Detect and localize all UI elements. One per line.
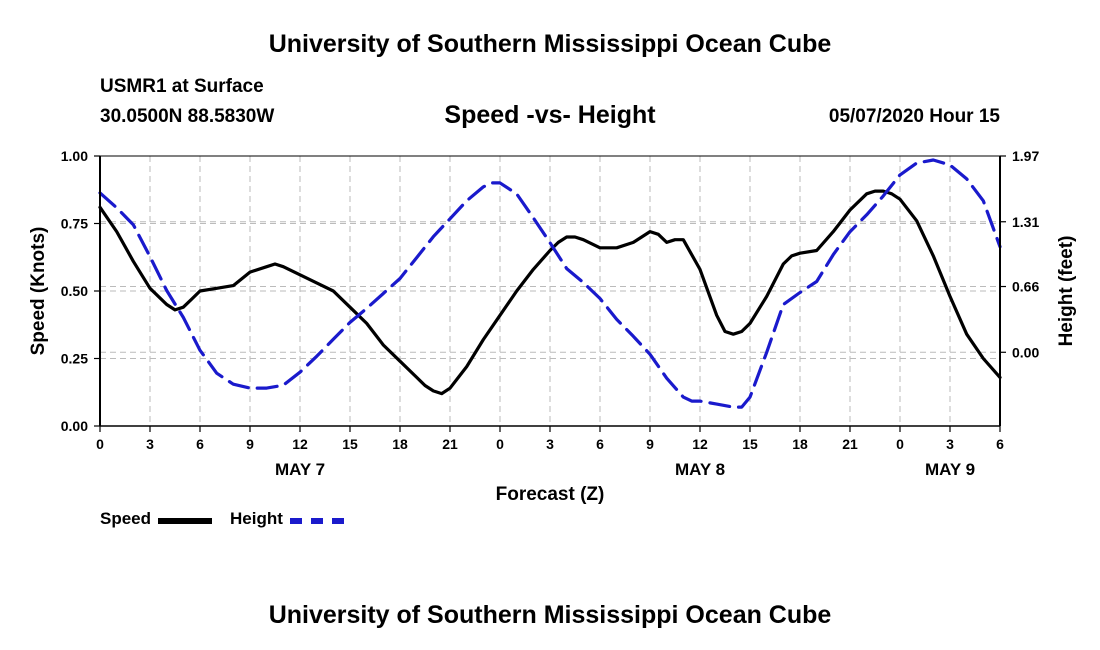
- x-tick-label: 3: [546, 436, 554, 452]
- chart-title: Speed -vs- Height: [444, 101, 656, 129]
- x-tick-label: 21: [842, 436, 858, 452]
- y-tick-label-right: 0.66: [1012, 279, 1039, 295]
- x-tick-label: 6: [196, 436, 204, 452]
- x-tick-label: 0: [896, 436, 904, 452]
- x-axis-label: Forecast (Z): [496, 484, 605, 505]
- legend-height-label: Height: [230, 509, 283, 528]
- x-tick-label: 6: [596, 436, 604, 452]
- date-label: MAY 8: [675, 460, 725, 479]
- legend-speed-swatch: [158, 518, 212, 524]
- x-tick-label: 12: [292, 436, 308, 452]
- y-tick-label-right: 0.00: [1012, 344, 1039, 360]
- y-tick-label: 0.75: [61, 216, 88, 232]
- series-line-speed: [98, 189, 1002, 396]
- station-label: USMR1 at Surface: [100, 76, 264, 97]
- page-title-top: University of Southern Mississippi Ocean…: [268, 30, 832, 58]
- x-tick-label: 15: [742, 436, 758, 452]
- x-tick-label: 3: [146, 436, 154, 452]
- y-tick-label: 1.00: [61, 148, 88, 164]
- legend-height-swatch: [290, 518, 344, 524]
- x-tick-label: 21: [442, 436, 458, 452]
- x-tick-label: 0: [96, 436, 104, 452]
- x-tick-label: 3: [946, 436, 954, 452]
- x-tick-label: 9: [646, 436, 654, 452]
- x-tick-label: 18: [392, 436, 408, 452]
- y-tick-label: 0.50: [61, 283, 88, 299]
- x-tick-label: 18: [792, 436, 808, 452]
- date-label: MAY 7: [275, 460, 325, 479]
- series-line-height: [98, 158, 1002, 409]
- page-title-bottom: University of Southern Mississippi Ocean…: [268, 601, 832, 629]
- x-tick-label: 9: [246, 436, 254, 452]
- x-tick-label: 6: [996, 436, 1004, 452]
- timestamp-label: 05/07/2020 Hour 15: [828, 106, 1000, 127]
- date-label: MAY 9: [925, 460, 975, 479]
- x-tick-label: 0: [496, 436, 504, 452]
- y-axis-label: Speed (Knots): [28, 227, 49, 356]
- x-tick-label: 15: [342, 436, 358, 452]
- y-axis-label-right: Height (feet): [1056, 236, 1077, 347]
- y-tick-label-right: 1.97: [1012, 148, 1039, 164]
- legend-speed-label: Speed: [100, 509, 152, 528]
- y-tick-label: 0.00: [61, 418, 88, 434]
- x-tick-label: 12: [692, 436, 708, 452]
- y-tick-label-right: 1.31: [1012, 214, 1039, 230]
- y-tick-label: 0.25: [61, 351, 88, 367]
- coordinates-label: 30.0500N 88.5830W: [100, 106, 275, 127]
